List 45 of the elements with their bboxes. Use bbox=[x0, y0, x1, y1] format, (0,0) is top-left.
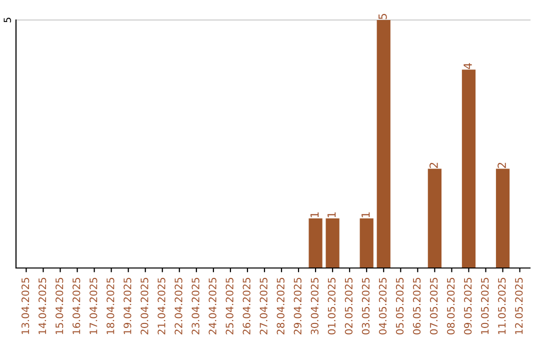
x-tick-label: 07.05.2025 bbox=[430, 278, 438, 334]
x-tick-label: 18.04.2025 bbox=[106, 278, 114, 334]
x-tick-label: 01.05.2025 bbox=[328, 278, 336, 334]
bar bbox=[496, 168, 510, 268]
x-tick-label: 08.05.2025 bbox=[446, 278, 455, 334]
x-tick-label: 17.04.2025 bbox=[90, 278, 98, 334]
data-label: 2 bbox=[430, 162, 438, 168]
x-tick-label: 23.04.2025 bbox=[192, 278, 200, 334]
bar bbox=[428, 168, 442, 268]
x-tick-label: 06.05.2025 bbox=[412, 278, 421, 334]
x-tick-label: 19.04.2025 bbox=[124, 278, 132, 334]
x-tick-label: 30.04.2025 bbox=[310, 278, 318, 334]
x-tick-label: 02.05.2025 bbox=[344, 278, 353, 334]
x-tick-label: 05.05.2025 bbox=[396, 278, 404, 334]
x-tick-label: 27.04.2025 bbox=[260, 278, 268, 334]
bar bbox=[326, 218, 340, 268]
x-tick-label: 22.04.2025 bbox=[174, 278, 182, 334]
x-tick-label: 09.05.2025 bbox=[464, 278, 472, 334]
x-tick-label: 26.04.2025 bbox=[242, 278, 250, 334]
data-label: 5 bbox=[378, 14, 387, 20]
data-label: 4 bbox=[464, 63, 472, 70]
x-tick-label: 29.04.2025 bbox=[294, 278, 302, 334]
x-tick-label: 11.05.2025 bbox=[498, 278, 506, 334]
ref-line-label: 5 bbox=[4, 18, 12, 22]
x-tick-label: 03.05.2025 bbox=[362, 278, 370, 334]
x-tick-label: 28.04.2025 bbox=[276, 278, 284, 334]
bar bbox=[360, 218, 374, 268]
x-tick-label: 16.04.2025 bbox=[72, 278, 80, 334]
x-tick-label: 04.05.2025 bbox=[378, 278, 387, 334]
x-tick-label: 12.05.2025 bbox=[515, 278, 523, 334]
x-tick-label: 21.04.2025 bbox=[158, 278, 166, 334]
x-tick-label: 20.04.2025 bbox=[140, 278, 148, 334]
x-tick-label: 25.04.2025 bbox=[226, 278, 234, 334]
data-label: 1 bbox=[310, 212, 319, 218]
x-tick-label: 15.04.2025 bbox=[56, 278, 64, 334]
data-label: 2 bbox=[498, 162, 506, 168]
data-label: 1 bbox=[328, 212, 336, 218]
bar bbox=[462, 70, 476, 268]
x-tick-label: 14.04.2025 bbox=[38, 278, 46, 334]
bar bbox=[308, 218, 322, 268]
x-tick-label: 10.05.2025 bbox=[481, 278, 489, 334]
x-tick-label: 24.04.2025 bbox=[208, 278, 216, 334]
data-label: 1 bbox=[362, 212, 370, 218]
x-tick-label: 13.04.2025 bbox=[21, 278, 30, 334]
bar bbox=[376, 20, 390, 268]
